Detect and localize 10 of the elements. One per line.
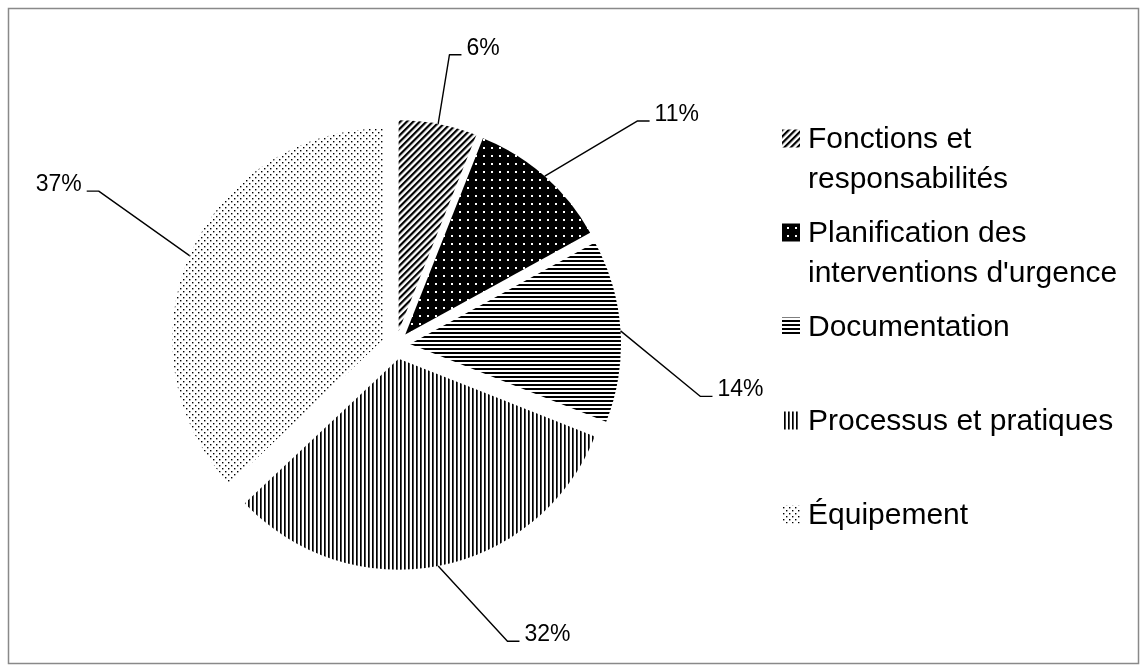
data-label: 11% [654, 99, 699, 126]
legend-label: Planification des interventions d'urgence [808, 214, 1118, 288]
legend-label: Équipement [808, 496, 969, 530]
legend-label: Documentation [808, 308, 1010, 342]
data-label: 37% [35, 170, 82, 197]
data-label: 14% [717, 375, 764, 402]
data-label: 32% [524, 620, 571, 647]
data-label: 6% [466, 33, 500, 60]
legend-label: Processus et pratiques [808, 402, 1114, 436]
legend-label: Fonctions et responsabilités [808, 120, 1009, 194]
